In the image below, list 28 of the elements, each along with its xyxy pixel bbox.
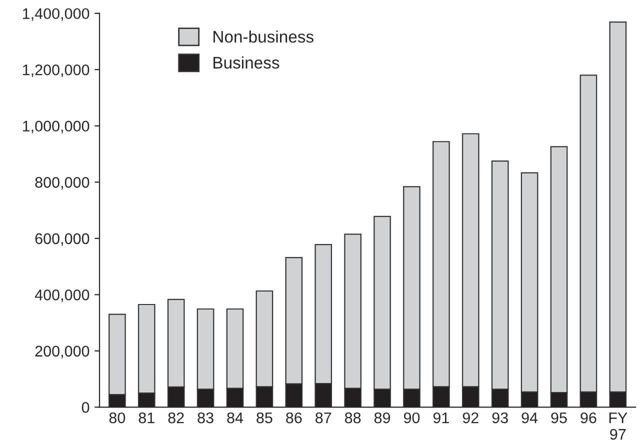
- x-tick-label: 90: [404, 412, 420, 424]
- x-tick-label: 81: [138, 412, 154, 424]
- x-tick-label: 82: [168, 412, 184, 424]
- x-tick-label: 91: [433, 412, 449, 424]
- y-tick-label: 1,400,000: [22, 8, 90, 21]
- y-tick-label: 1,000,000: [22, 120, 90, 134]
- y-tick-label: 800,000: [35, 177, 90, 190]
- x-tick-label: FY 97: [609, 412, 628, 440]
- x-tick-label: 80: [109, 412, 126, 424]
- x-tick-label: 95: [551, 412, 567, 424]
- x-tick-label: 83: [198, 412, 214, 424]
- y-tick-label: 0: [82, 402, 90, 413]
- x-tick-label: 89: [374, 412, 390, 424]
- x-tick-label: 86: [286, 412, 302, 424]
- y-tick-label: 1,200,000: [22, 64, 90, 78]
- x-tick-label: 92: [462, 412, 478, 424]
- x-tick-label: 85: [256, 412, 272, 424]
- x-tick-label: 94: [522, 412, 538, 424]
- x-tick-label: 84: [227, 412, 244, 424]
- y-tick-label: 400,000: [34, 290, 90, 302]
- x-tick-label: 87: [316, 412, 332, 424]
- y-tick-label: 200,000: [35, 346, 90, 358]
- legend-label: Non-business: [214, 30, 314, 43]
- x-tick-label: 93: [492, 412, 508, 424]
- legend-label: Business: [214, 56, 280, 69]
- x-tick-label: 88: [344, 412, 361, 424]
- x-tick-label: 96: [580, 412, 596, 424]
- y-tick-label: 600,000: [35, 233, 90, 246]
